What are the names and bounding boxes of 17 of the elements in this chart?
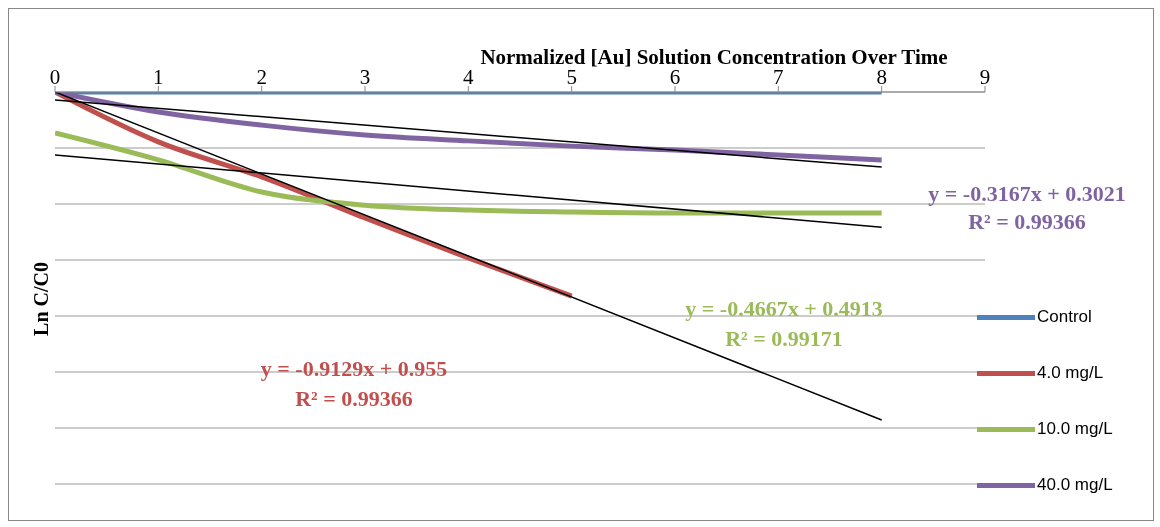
x-tick-label: 2 [256, 65, 267, 89]
x-tick-label: 1 [153, 65, 164, 89]
annotation: R² = 0.99366 [968, 209, 1086, 235]
annotation: R² = 0.99366 [295, 386, 413, 412]
legend-label: Control [1037, 307, 1092, 327]
y-axis-title: Ln C/C0 [29, 262, 53, 336]
legend-label: 40.0 mg/L [1037, 475, 1113, 495]
annotation: R² = 0.99171 [725, 326, 843, 352]
annotation: y = -0.4667x + 0.4913 [685, 296, 883, 322]
x-tick-label: 0 [49, 65, 61, 89]
annotation: y = -0.9129x + 0.955 [260, 356, 448, 382]
x-tick-label: 3 [359, 65, 371, 89]
x-tick-label: 9 [979, 65, 991, 89]
x-tick-label: 4 [463, 65, 475, 89]
annotation: y = -0.3167x + 0.3021 [928, 181, 1126, 207]
legend-label: 10.0 mg/L [1037, 419, 1113, 439]
legend-label: 4.0 mg/L [1037, 363, 1104, 383]
